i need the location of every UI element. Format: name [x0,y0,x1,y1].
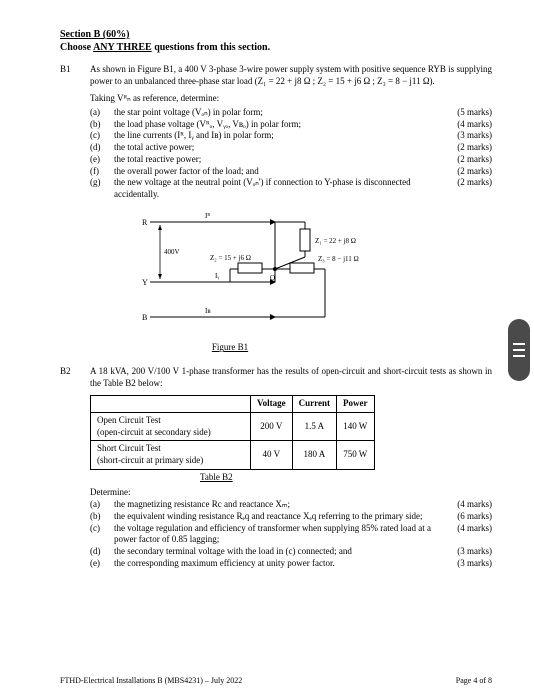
table-b2: Voltage Current Power Open Circuit Test … [90,395,375,469]
b1-g-label: (g) [90,177,114,200]
b1-intro: As shown in Figure B1, a 400 V 3-phase 3… [90,64,492,87]
b2-e-text: the corresponding maximum efficiency at … [114,558,440,570]
fig-B: B [142,313,147,322]
b2-a-text: the magnetizing resistance Rc and reacta… [114,499,440,511]
fig-Y: Y [142,278,148,287]
th-power: Power [337,396,375,413]
b2-b-text: the equivalent winding resistance Rₑq an… [114,511,440,523]
b1-a-marks: (5 marks) [440,107,492,119]
footer-right: Page 4 of 8 [456,676,492,686]
b1-e-marks: (2 marks) [440,154,492,166]
td-sc-p: 750 W [337,441,375,469]
b2-determine: Determine: [90,487,492,499]
b2-a: (a)the magnetizing resistance Rc and rea… [90,499,492,511]
menu-icon [513,343,525,357]
fig-R: R [142,218,148,227]
fig-iY: Iᵧ [215,272,219,280]
b2-c: (c)the voltage regulation and efficiency… [90,523,492,546]
b1-d-text: the total active power; [114,142,440,154]
b1-lead: Taking Vᴿₙ as reference, determine: [90,93,492,105]
b1-f-text: the overall power factor of the load; an… [114,166,440,178]
td-sc-test: Short Circuit Test (short-circuit at pri… [91,441,251,469]
b1-e: (e)the total reactive power;(2 marks) [90,154,492,166]
b1-b-marks: (4 marks) [440,119,492,131]
q-number-b1: B1 [60,64,90,360]
td-oc-p: 140 W [337,413,375,441]
table-row: Voltage Current Power [91,396,375,413]
th-voltage: Voltage [251,396,293,413]
figure-b1-svg: R Iᴿ Y Iᵧ B Iʙ 400V O [130,207,390,337]
b1-d-marks: (2 marks) [440,142,492,154]
td-sc-i: 180 A [292,441,336,469]
b1-d-label: (d) [90,142,114,154]
b2-a-label: (a) [90,499,114,511]
th-current: Current [292,396,336,413]
choose-post: questions from this section. [152,42,270,53]
fig-iB: Iʙ [205,307,211,315]
table-row: Open Circuit Test (open-circuit at secon… [91,413,375,441]
b1-c-marks: (3 marks) [440,130,492,142]
b2-e-marks: (3 marks) [440,558,492,570]
page-footer: FTHD-Electrical Installations B (MBS4231… [60,676,492,686]
footer-left: FTHD-Electrical Installations B (MBS4231… [60,676,242,686]
fig-z3: Z₃ = 8 − j11 Ω [318,255,359,263]
b1-c: (c)the line currents (Iᴿ, Iᵧ and Iʙ) in … [90,130,492,142]
table-row: Short Circuit Test (short-circuit at pri… [91,441,375,469]
b2-b: (b)the equivalent winding resistance Rₑq… [90,511,492,523]
figure-b1-caption: Figure B1 [130,342,330,354]
b1-a-label: (a) [90,107,114,119]
b1-b: (b)the load phase voltage (Vᴿₒ, Vᵧₒ, Vʙₒ… [90,119,492,131]
b1-c-label: (c) [90,130,114,142]
b1-g-text: the new voltage at the neutral point (Vₒ… [114,177,440,200]
question-b1: B1 As shown in Figure B1, a 400 V 3-phas… [60,64,492,360]
b1-a: (a)the star point voltage (Vₒₙ) in polar… [90,107,492,119]
choose-pre: Choose [60,42,93,53]
b2-e: (e)the corresponding maximum efficiency … [90,558,492,570]
b1-e-text: the total reactive power; [114,154,440,166]
b1-c-text: the line currents (Iᴿ, Iᵧ and Iʙ) in pol… [114,130,440,142]
b1-f-marks: (2 marks) [440,166,492,178]
b2-a-marks: (4 marks) [440,499,492,511]
fig-z2: Z₂ = 15 + j6 Ω [210,254,251,262]
b2-c-text: the voltage regulation and efficiency of… [114,523,440,546]
b2-b-label: (b) [90,511,114,523]
b1-e-label: (e) [90,154,114,166]
b1-f-label: (f) [90,166,114,178]
th-blank [91,396,251,413]
b2-d-label: (d) [90,546,114,558]
question-b2: B2 A 18 kVA, 200 V/100 V 1-phase transfo… [60,366,492,569]
td-oc-v: 200 V [251,413,293,441]
fig-iR: Iᴿ [205,212,210,220]
choose-underlined: ANY THREE [93,42,152,53]
b2-d: (d)the secondary terminal voltage with t… [90,546,492,558]
fig-400v: 400V [164,248,180,256]
b1-g: (g)the new voltage at the neutral point … [90,177,492,200]
b1-d: (d)the total active power;(2 marks) [90,142,492,154]
b2-b-marks: (6 marks) [440,511,492,523]
b1-g-marks: (2 marks) [440,177,492,200]
q-number-b2: B2 [60,366,90,569]
td-oc-i: 1.5 A [292,413,336,441]
b2-c-label: (c) [90,523,114,546]
b2-intro: A 18 kVA, 200 V/100 V 1-phase transforme… [90,366,492,389]
b2-c-marks: (4 marks) [440,523,492,546]
fig-O: O [270,274,275,282]
b2-d-marks: (3 marks) [440,546,492,558]
section-b-title: Section B (60%) [60,28,492,41]
scroll-handle[interactable] [508,319,530,381]
table-b2-caption: Table B2 [200,472,492,484]
b1-a-text: the star point voltage (Vₒₙ) in polar fo… [114,107,440,119]
b2-e-label: (e) [90,558,114,570]
figure-b1: R Iᴿ Y Iᵧ B Iʙ 400V O [130,207,492,354]
b2-d-text: the secondary terminal voltage with the … [114,546,440,558]
td-sc-v: 40 V [251,441,293,469]
b1-b-label: (b) [90,119,114,131]
fig-z1: Z₁ = 22 + j8 Ω [315,237,356,245]
b1-f: (f)the overall power factor of the load;… [90,166,492,178]
section-header: Section B (60%) Choose ANY THREE questio… [60,28,492,54]
td-oc-test: Open Circuit Test (open-circuit at secon… [91,413,251,441]
b1-b-text: the load phase voltage (Vᴿₒ, Vᵧₒ, Vʙₒ) i… [114,119,440,131]
choose-instruction: Choose ANY THREE questions from this sec… [60,41,492,54]
